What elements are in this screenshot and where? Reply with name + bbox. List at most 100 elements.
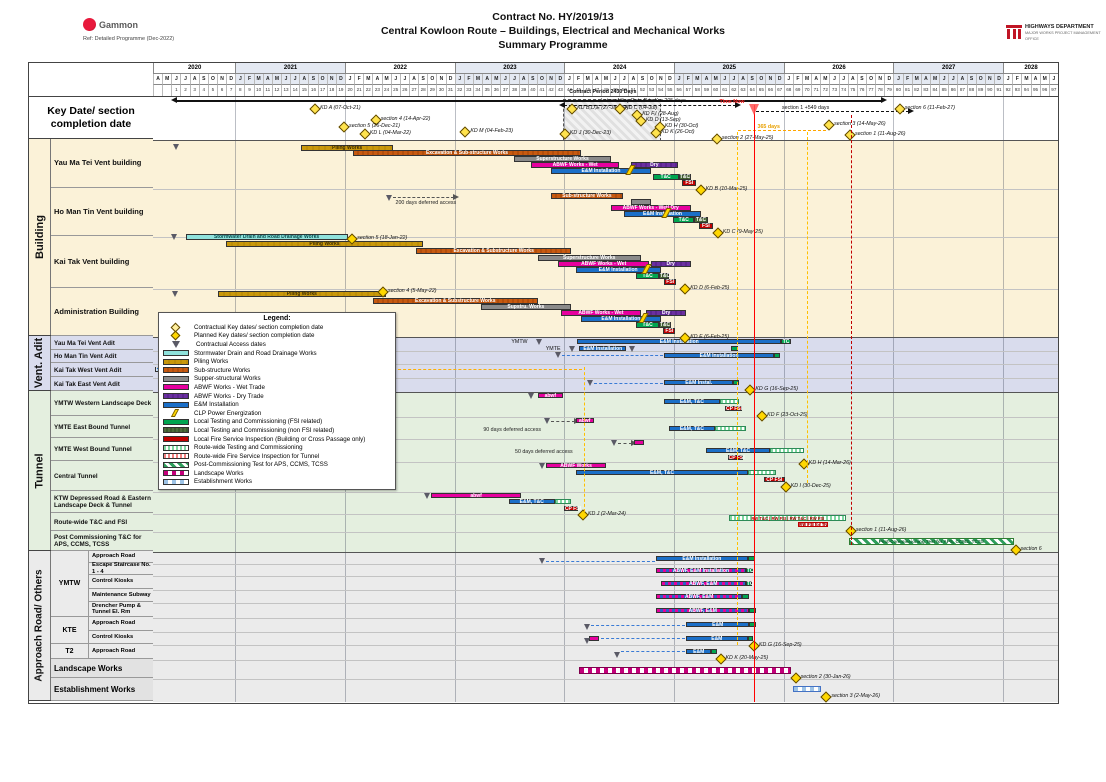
annotation-text: section 1 +549 days bbox=[781, 105, 830, 111]
duration-arrow bbox=[392, 197, 455, 198]
gantt-bar-sub: Excavation & Sub-structure Works bbox=[353, 150, 582, 156]
reference-line bbox=[736, 132, 738, 645]
month-cell: M bbox=[692, 74, 702, 85]
month-cell: F bbox=[573, 74, 583, 85]
month-number-cell: 53 bbox=[646, 85, 656, 96]
milestone-label: KD J (2-Mar-24) bbox=[587, 511, 626, 517]
month-cell: A bbox=[372, 74, 382, 85]
month-number-cell: 94 bbox=[1021, 85, 1030, 96]
group-label-building: Building bbox=[29, 139, 51, 335]
programme-subtitle: Summary Programme bbox=[498, 39, 608, 51]
arrowhead bbox=[558, 102, 565, 108]
row-label: Yau Ma Tei Vent building bbox=[51, 139, 153, 188]
row-separator bbox=[153, 679, 1058, 680]
gantt-bar-label: E&M Instal. bbox=[685, 380, 713, 386]
month-cell: M bbox=[929, 74, 940, 85]
gantt-bar-wet bbox=[633, 440, 645, 445]
month-number-cell: 22 bbox=[363, 85, 372, 96]
group-separator bbox=[153, 337, 1058, 339]
row-label: Kai Tak West Vent Adit bbox=[51, 363, 153, 377]
legend-item: Planned Key dates/ section completion da… bbox=[163, 330, 391, 341]
gantt-bar-label: Superstructure Works bbox=[562, 255, 616, 261]
gantt-bar-label: ABWF, E&M bbox=[684, 594, 714, 600]
gantt-bar-tc bbox=[773, 353, 781, 358]
gantt-bar-post: Post-Commissioning Test for APS, CCMS, T… bbox=[848, 538, 1014, 545]
gantt-bar-super: Superstructure Works bbox=[537, 255, 641, 261]
month-cell: A bbox=[408, 74, 419, 85]
month-number-cell: 78 bbox=[875, 85, 884, 96]
month-number-cell: 82 bbox=[911, 85, 921, 96]
gantt-bar-tc bbox=[747, 636, 753, 641]
gantt-bar-em: E&M, T&C bbox=[508, 499, 555, 505]
gantt-bar-label: RW FSI for TN bbox=[799, 522, 828, 527]
gantt-bar-label: CP FSI bbox=[766, 477, 783, 483]
access-date-icon bbox=[583, 638, 590, 644]
month-number-cell: 83 bbox=[920, 85, 930, 96]
month-number-cell: 51 bbox=[628, 85, 637, 96]
month-number-cell: 72 bbox=[820, 85, 829, 96]
reference-line bbox=[850, 115, 852, 545]
month-number-cell: 90 bbox=[984, 85, 994, 96]
month-cell: M bbox=[162, 74, 172, 85]
month-cell: F bbox=[354, 74, 364, 85]
arrowhead bbox=[907, 108, 914, 114]
gantt-bar-label: ABWF Works - Wet bbox=[578, 310, 624, 316]
gantt-bar-label: E&M bbox=[693, 649, 705, 655]
annotation-text: 90 days deferred access bbox=[483, 427, 542, 433]
month-number-cell: 3 bbox=[189, 85, 199, 96]
gantt-bar-tc: TC bbox=[745, 581, 753, 587]
milestone-label: section 6 (11-Feb-27) bbox=[904, 105, 955, 111]
programme-ref: Ref: Detailed Programme (Dec-2022) bbox=[83, 36, 175, 42]
gantt-bar-fsi: FSI bbox=[682, 180, 696, 186]
month-number-cell: 36 bbox=[491, 85, 500, 96]
gantt-bar-label: E&M, T&C bbox=[725, 448, 751, 454]
gantt-bar-label: Excavation & Substructure Works bbox=[415, 298, 496, 304]
annotation-text: YMTW bbox=[511, 339, 528, 345]
gantt-bar-label: Dry bbox=[661, 310, 671, 316]
month-number-cell: 66 bbox=[765, 85, 774, 96]
month-number-cell: 17 bbox=[317, 85, 327, 96]
gantt-bar-label: E&M bbox=[712, 622, 724, 628]
month-cell: J bbox=[399, 74, 409, 85]
month-cell: M bbox=[801, 74, 812, 85]
month-number-cell: 76 bbox=[856, 85, 866, 96]
gantt-bar-fsi: CP FSI bbox=[763, 477, 785, 483]
gantt-bar-rwfsi: RW FSI for TN bbox=[798, 522, 829, 527]
gantt-bar-label: ABWF, E&M bbox=[689, 581, 718, 587]
row-separator bbox=[153, 645, 1058, 646]
gantt-bar-storm: Stormwater Drain and Road Drainage Works bbox=[185, 234, 348, 240]
gantt-bar-wet: ABWF Works - Wet bbox=[531, 162, 620, 168]
annotation-text: Time Now bbox=[719, 99, 745, 105]
gantt-bar-tc: TC bbox=[745, 568, 753, 574]
year-cell: 2020 bbox=[153, 63, 236, 74]
gantt-bar-label: CP FSI bbox=[564, 506, 581, 512]
gantt-bar-em: E&M Instal. bbox=[664, 380, 734, 386]
gantt-bar-fsi: FSI bbox=[698, 223, 714, 229]
gantt-bar-label: E&M bbox=[711, 636, 723, 642]
month-number-cell: 95 bbox=[1030, 85, 1040, 96]
month-cell: N bbox=[436, 74, 446, 85]
legend-item-label: Sub-structure Works bbox=[194, 366, 251, 374]
year-gridline bbox=[564, 97, 566, 702]
month-number-cell: 65 bbox=[756, 85, 765, 96]
month-cell: D bbox=[335, 74, 345, 85]
group-label-approach: Approach Road/ Others bbox=[29, 551, 51, 700]
gammon-logo: Gammon Ref: Detailed Programme (Dec-2022… bbox=[83, 16, 174, 42]
milestone-label: KD C (9-May-25) bbox=[722, 229, 763, 235]
gantt-bar-em: E&M, T&C bbox=[575, 470, 749, 476]
legend-item-label: Contractual Key dates/ section completio… bbox=[194, 323, 324, 331]
legend-title: Legend: bbox=[263, 315, 291, 322]
row-separator bbox=[153, 590, 1058, 591]
month-number-cell: 14 bbox=[290, 85, 299, 96]
highways-dept-office: MAJOR WORKS PROJECT MANAGEMENT OFFICE bbox=[1025, 31, 1101, 41]
month-number-cell: 37 bbox=[500, 85, 509, 96]
gantt-bar-label: ABWF, E&M Installation bbox=[672, 568, 730, 574]
milestone-label: KD H (30-Oct) bbox=[664, 123, 699, 129]
highways-dept-logo: HIGHWAYS DEPARTMENT MAJOR WORKS PROJECT … bbox=[1006, 24, 1106, 42]
gantt-bar-fsi: CP FSI bbox=[563, 506, 581, 512]
gantt-bar-em: E&M, T&C bbox=[668, 426, 715, 432]
gantt-bar-wet: ABWF Works - Wet/ Dry bbox=[610, 205, 691, 211]
access-date-icon bbox=[611, 440, 618, 446]
month-number-cell: 27 bbox=[408, 85, 418, 96]
